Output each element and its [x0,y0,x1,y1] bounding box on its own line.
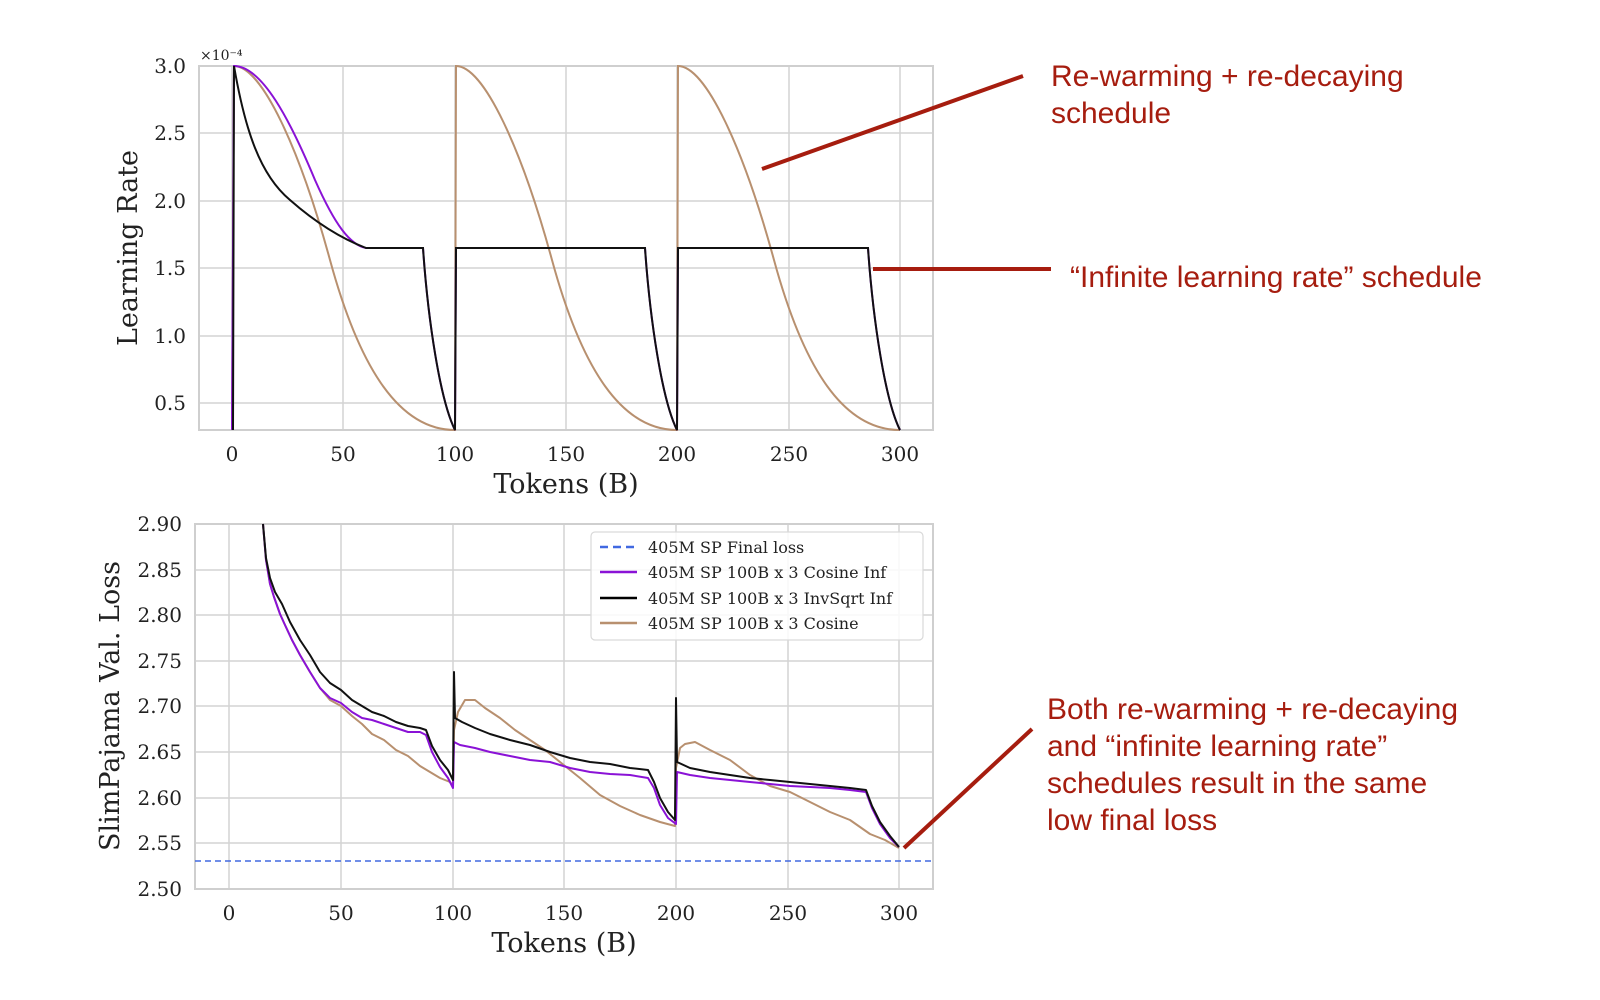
top-series-cosine [231,64,901,432]
y-tick: 2.85 [137,558,182,582]
y-tick: 2.5 [154,121,186,145]
annotation-rewarm: Re-warming + re-decaying schedule [1051,58,1404,132]
legend: 405M SP Final loss 405M SP 100B x 3 Cosi… [590,531,924,641]
annotation-line: and “infinite learning rate” [1047,730,1388,763]
y-tick: 2.65 [137,740,182,764]
annotation-line: schedules result in the same [1047,767,1428,800]
bottom-plot-frame [194,523,934,890]
top-x-axis-label: Tokens (B) [493,469,638,500]
annotation-line: Re-warming + re-decaying [1051,60,1404,93]
pointer-rewarm [761,74,1024,171]
y-tick: 0.5 [154,391,186,415]
x-tick: 0 [226,442,239,466]
bottom-y-ticks: 2.90 2.85 2.80 2.75 2.70 2.65 2.60 2.55 … [137,512,182,901]
x-tick: 50 [330,442,355,466]
x-tick: 250 [770,442,808,466]
x-tick: 100 [434,901,472,925]
y-tick: 2.55 [137,831,182,855]
annotation-line: low final loss [1047,804,1218,837]
top-scale-note: ×10⁻⁴ [200,48,243,64]
top-plot-frame [198,65,934,431]
y-tick: 2.0 [154,189,186,213]
pointer-final-loss [902,727,1034,850]
bottom-series-invsqrt-inf [262,523,900,848]
y-tick: 1.5 [154,256,186,280]
legend-box [590,531,924,641]
y-tick: 2.70 [137,694,182,718]
x-tick: 300 [880,901,918,925]
legend-item-label: 405M SP Final loss [648,538,804,557]
x-tick: 150 [547,442,585,466]
top-x-ticks: 0 50 100 150 200 250 300 [226,442,919,466]
y-tick: 2.60 [137,786,182,810]
legend-item-label: 405M SP 100B x 3 Cosine [648,614,859,633]
val-loss-chart: 405M SP Final loss 405M SP 100B x 3 Cosi… [95,512,934,959]
x-tick: 150 [545,901,583,925]
annotation-line: Both re-warming + re-decaying [1047,693,1459,726]
x-tick: 50 [328,901,353,925]
x-tick: 250 [769,901,807,925]
learning-rate-chart: 3.0 2.5 2.0 1.5 1.0 0.5 ×10⁻⁴ 0 50 100 1… [113,48,934,500]
x-tick: 100 [436,442,474,466]
y-tick: 2.90 [137,512,182,536]
annotation-infinite: “Infinite learning rate” schedule [1070,259,1482,296]
x-tick: 0 [223,901,236,925]
annotation-pointers [761,74,1051,850]
top-series-invsqrt-inf [232,65,901,431]
x-tick: 300 [881,442,919,466]
bottom-x-axis-label: Tokens (B) [491,928,636,959]
legend-item-label: 405M SP 100B x 3 InvSqrt Inf [648,589,893,608]
bottom-grid [195,524,933,889]
annotation-line: “Infinite learning rate” schedule [1070,261,1482,294]
bottom-x-ticks: 0 50 100 150 200 250 300 [223,901,918,925]
top-y-axis-label: Learning Rate [113,150,144,346]
annotation-line: schedule [1051,97,1172,130]
y-tick: 1.0 [154,324,186,348]
y-tick: 2.50 [137,877,182,901]
x-tick: 200 [658,442,696,466]
y-tick: 2.75 [137,649,182,673]
x-tick: 200 [657,901,695,925]
bottom-series-cosine-inf [262,523,900,848]
y-tick: 2.80 [137,603,182,627]
annotation-final-loss: Both re-warming + re-decaying and “infin… [1047,691,1458,839]
y-tick: 3.0 [154,54,186,78]
bottom-y-axis-label: SlimPajama Val. Loss [95,561,126,851]
legend-item-label: 405M SP 100B x 3 Cosine Inf [648,563,887,582]
top-y-ticks: 3.0 2.5 2.0 1.5 1.0 0.5 [154,54,186,415]
